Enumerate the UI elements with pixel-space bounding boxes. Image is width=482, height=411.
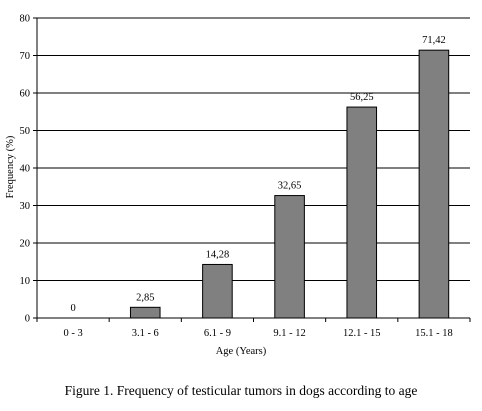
data-label: 14,28 (206, 249, 230, 260)
y-tick-label: 80 (20, 14, 31, 25)
data-label: 56,25 (350, 92, 374, 103)
y-tick-label: 50 (20, 126, 31, 137)
data-label: 0 (70, 303, 75, 314)
data-label: 2,85 (136, 292, 154, 303)
x-tick-labels: 0 - 3 3.1 - 6 6.1 - 9 9.1 - 12 12.1 - 15 15.1… (63, 328, 452, 339)
data-label: 71,42 (422, 35, 446, 46)
y-tick-labels: 0 10 20 30 40 50 60 70 80 (20, 14, 31, 325)
bar (346, 106, 378, 319)
y-tick-label: 40 (20, 164, 31, 175)
bar (274, 195, 305, 319)
data-label: 32,65 (278, 181, 302, 192)
bar-chart: 0 10 20 30 40 50 60 70 80 0 - 3 3.1 - 6 6.1 - 9 9.1… (5, 14, 471, 357)
x-tick-label: 0 - 3 (63, 328, 82, 339)
axes (33, 17, 471, 322)
y-tick-label: 20 (20, 239, 31, 250)
y-tick-label: 30 (20, 201, 31, 212)
y-tick-label: 0 (25, 314, 30, 325)
bar (129, 306, 161, 319)
figure-caption: Figure 1. Frequency of testicular tumors… (64, 383, 418, 398)
bar (418, 49, 450, 319)
y-tick-label: 70 (20, 51, 31, 62)
gridlines (37, 17, 470, 281)
x-tick-label: 12.1 - 15 (343, 328, 381, 339)
y-tick-label: 60 (20, 89, 31, 100)
x-tick-label: 9.1 - 12 (273, 328, 305, 339)
bars (129, 49, 450, 319)
x-tick-label: 6.1 - 9 (204, 328, 231, 339)
bar (202, 263, 233, 319)
data-labels: 0 2,85 14,28 32,65 56,25 71,42 (70, 35, 445, 314)
x-tick-label: 15.1 - 18 (415, 328, 453, 339)
x-tick-label: 3.1 - 6 (132, 328, 159, 339)
x-axis-label: Age (Years) (216, 346, 267, 357)
y-tick-label: 10 (20, 276, 31, 287)
y-axis-label: Frequency (%) (5, 135, 16, 198)
